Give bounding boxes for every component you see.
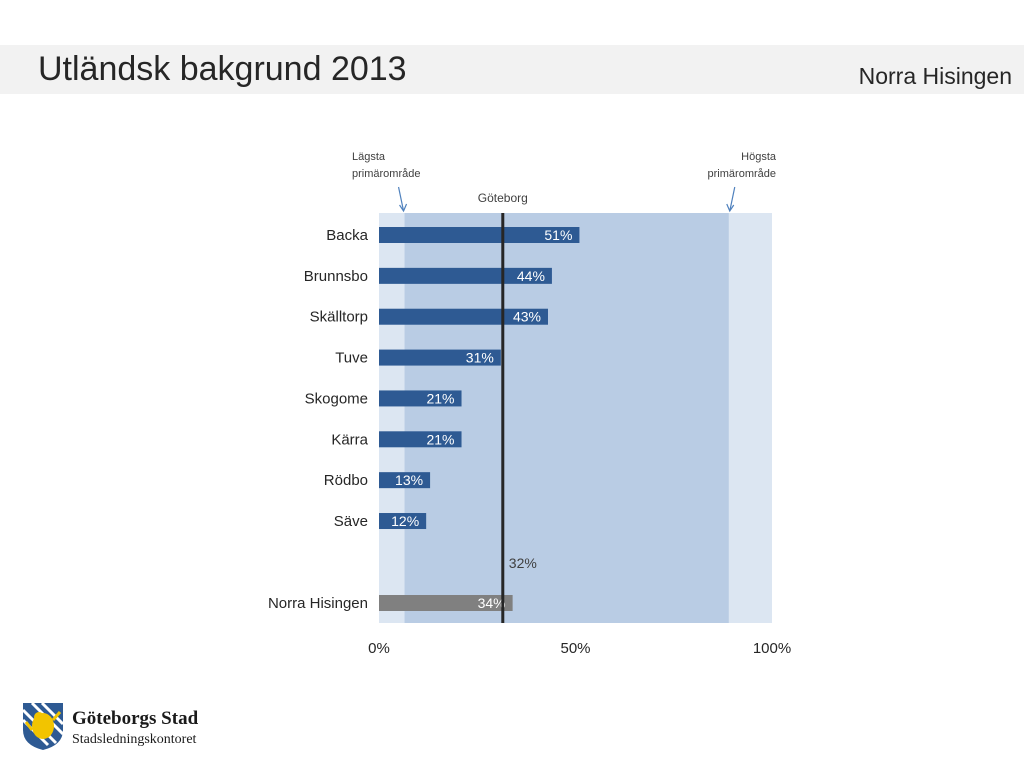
bar-value-label: 12% (391, 513, 419, 529)
bar (379, 227, 580, 243)
bar (379, 267, 552, 284)
category-label: Backa (326, 227, 368, 244)
bar (379, 472, 431, 489)
category-label: Rödbo (324, 472, 368, 489)
logo: Göteborgs Stad Stadsledningskontoret (20, 700, 260, 756)
category-label: Säve (334, 513, 368, 530)
bar-value-label: 21% (426, 431, 454, 447)
category-label: Kärra (331, 431, 368, 448)
high-band-arrow (729, 186, 736, 212)
bar (379, 308, 548, 325)
category-label: Tuve (335, 350, 368, 367)
x-tick-label: 50% (560, 640, 590, 657)
summary-bar (379, 595, 513, 611)
bar (379, 390, 462, 407)
summary-category-label: Norra Hisingen (268, 595, 368, 612)
reference-line-name: Göteborg (478, 191, 528, 205)
low-band-arrowhead (399, 203, 408, 213)
bar (379, 349, 501, 366)
high-band-label-line2: primärområde (708, 168, 776, 180)
bar-value-label: 13% (395, 472, 423, 488)
bar (379, 431, 462, 448)
bar-value-label: 44% (517, 268, 545, 284)
page-subtitle: Norra Hisingen (858, 63, 1012, 89)
bar-value-label: 43% (513, 309, 541, 325)
goteborg-lion-emblem-icon (21, 701, 65, 750)
category-label: Brunnsbo (304, 268, 368, 285)
bar-value-label: 31% (466, 350, 494, 366)
bar (379, 513, 427, 530)
page-title: Utländsk bakgrund 2013 (38, 50, 407, 88)
bar-value-label: 51% (544, 227, 572, 243)
category-label: Skogome (305, 390, 368, 407)
low-band-label-line1: Lägsta (352, 151, 386, 163)
low-band-arrow (397, 186, 405, 212)
bar-value-label: 21% (426, 390, 454, 406)
category-label: Skälltorp (310, 309, 368, 326)
x-tick-label: 0% (368, 640, 390, 657)
high-band-label-line1: Högsta (741, 151, 777, 163)
header-band (0, 45, 1024, 94)
x-tick-label: 100% (753, 640, 791, 657)
low-band-label-line2: primärområde (352, 168, 420, 180)
logo-title: Göteborgs Stad (72, 708, 199, 729)
reference-line-value-label: 32% (509, 555, 537, 571)
high-band-arrowhead (726, 203, 735, 213)
logo-department: Stadsledningskontoret (72, 732, 197, 747)
summary-bar-value-label: 34% (478, 595, 506, 611)
